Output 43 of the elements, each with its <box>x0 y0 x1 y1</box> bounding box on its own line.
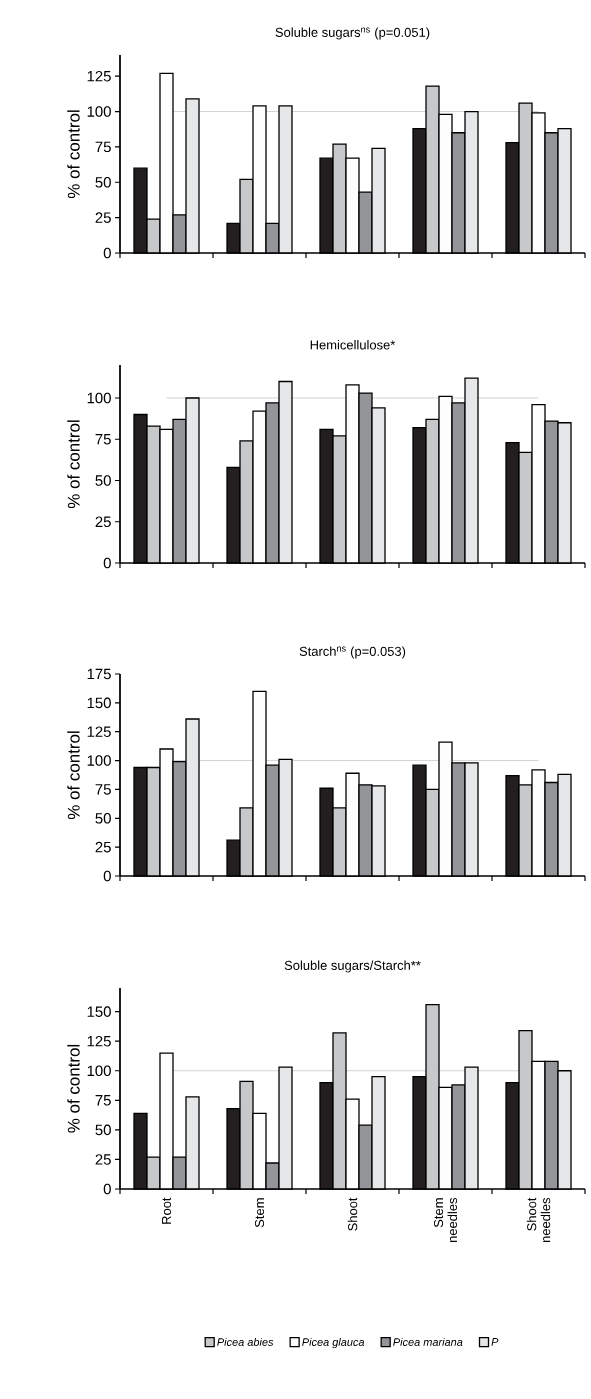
chart-title: Soluble sugars$^{ns}$ (p=0.051) <box>275 27 430 40</box>
y-tick-label: 25 <box>95 1154 111 1165</box>
y-axis-title: % of control <box>67 731 80 820</box>
y-tick-label: 175 <box>87 668 111 680</box>
y-tick-label: 25 <box>95 516 111 528</box>
y-tick-label: 125 <box>87 1035 111 1047</box>
y-tick-label: 125 <box>87 70 111 82</box>
y-tick-label: 100 <box>87 106 111 117</box>
y-tick-label: 50 <box>95 475 111 486</box>
y-tick-label: 0 <box>103 870 111 882</box>
y-tick-label: 50 <box>95 812 111 824</box>
y-tick-label: 100 <box>87 755 111 766</box>
y-tick-label: 50 <box>95 1124 111 1136</box>
x-tick-label: Root <box>161 1197 172 1224</box>
y-tick-label: 0 <box>103 1183 111 1195</box>
y-axis-title: % of control <box>67 1044 80 1133</box>
x-tick-label: Stem needles <box>433 1197 458 1243</box>
y-tick-label: 75 <box>95 141 111 153</box>
legend-label: Picea abies <box>217 1337 274 1346</box>
y-tick-label: 125 <box>87 726 111 737</box>
y-axis-title: % of control <box>67 110 80 199</box>
y-axis-title: % of control <box>67 420 80 509</box>
y-tick-label: 75 <box>95 784 111 795</box>
y-tick-label: 75 <box>95 1095 111 1106</box>
legend-label: Picea glauca <box>302 1337 365 1349</box>
x-tick-label: Shoot needles <box>526 1197 551 1243</box>
y-tick-label: 150 <box>87 1006 111 1017</box>
y-tick-label: 75 <box>95 434 111 445</box>
chart-title: Starch$^{ns}$ (p=0.053) <box>299 646 406 659</box>
x-tick-label: Shoot <box>347 1197 358 1231</box>
y-tick-label: 25 <box>95 212 111 223</box>
x-tick-label: Stem <box>254 1198 265 1228</box>
y-tick-label: 100 <box>87 392 111 404</box>
legend-label: P <box>491 1338 499 1346</box>
y-tick-label: 25 <box>95 841 111 853</box>
y-tick-label: 150 <box>87 697 111 709</box>
y-tick-label: 0 <box>103 557 111 569</box>
chart-title: Soluble sugars/Starch** <box>284 960 421 973</box>
chart-title: Hemicellulose* <box>310 339 396 350</box>
y-tick-label: 100 <box>87 1065 111 1077</box>
y-tick-label: 50 <box>95 176 111 188</box>
y-tick-label: 0 <box>103 247 111 259</box>
legend-label: Picea mariana <box>393 1337 463 1346</box>
